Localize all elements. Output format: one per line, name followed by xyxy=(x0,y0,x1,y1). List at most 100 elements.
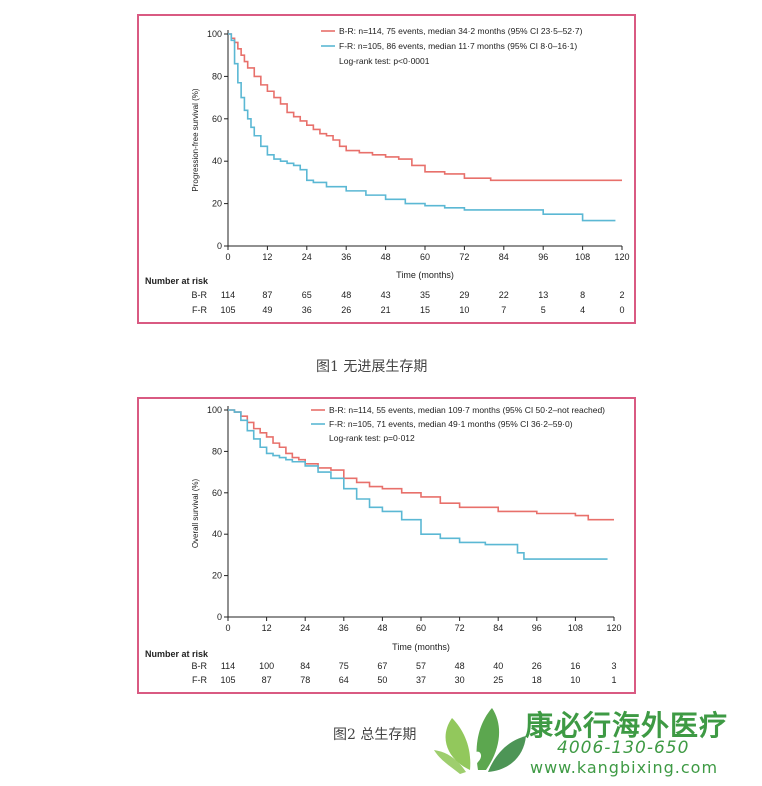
risk-row-label: B-R xyxy=(192,290,208,300)
legend-entry: F-R: n=105, 86 events, median 11·7 month… xyxy=(339,41,577,51)
risk-value: 13 xyxy=(538,290,548,300)
series-line-b-r xyxy=(228,409,614,521)
x-tick-label: 24 xyxy=(302,252,312,262)
x-tick-label: 108 xyxy=(575,252,590,262)
x-tick-label: 84 xyxy=(493,623,503,633)
x-axis-label: Time (months) xyxy=(396,270,454,280)
log-rank-annotation: Log-rank test: p<0·0001 xyxy=(339,56,430,66)
y-axis-label: Overall survival (%) xyxy=(191,478,200,548)
risk-value: 29 xyxy=(459,290,469,300)
risk-value: 37 xyxy=(416,675,426,685)
x-tick-label: 60 xyxy=(420,252,430,262)
risk-value: 5 xyxy=(541,305,546,315)
x-tick-label: 96 xyxy=(538,252,548,262)
risk-value: 18 xyxy=(532,675,542,685)
x-tick-label: 48 xyxy=(377,623,387,633)
risk-value: 3 xyxy=(611,661,616,671)
risk-value: 48 xyxy=(341,290,351,300)
x-tick-label: 0 xyxy=(225,623,230,633)
risk-value: 16 xyxy=(570,661,580,671)
risk-row-label: F-R xyxy=(192,675,207,685)
legend-entry: B-R: n=114, 75 events, median 34·2 month… xyxy=(339,26,583,36)
series-line-f-r xyxy=(228,409,608,560)
x-tick-label: 60 xyxy=(416,623,426,633)
risk-value: 87 xyxy=(262,290,272,300)
leaf-heart xyxy=(469,751,482,766)
series-line-b-r xyxy=(228,33,622,182)
risk-row-label: B-R xyxy=(192,661,208,671)
x-tick-label: 12 xyxy=(262,623,272,633)
y-tick-label: 80 xyxy=(212,446,222,456)
risk-table-title: Number at risk xyxy=(145,649,209,659)
x-tick-label: 120 xyxy=(606,623,621,633)
risk-value: 67 xyxy=(377,661,387,671)
risk-value: 49 xyxy=(262,305,272,315)
y-tick-label: 0 xyxy=(217,612,222,622)
os-chart: 0 20 40 60 80 100 0 114 105 12 100 87 24 84 78 36 75 64 48… xyxy=(145,405,622,685)
lotus-leaf-icon xyxy=(434,708,526,774)
x-tick-label: 36 xyxy=(341,252,351,262)
risk-value: 114 xyxy=(221,290,235,300)
leaf-left xyxy=(445,718,471,770)
x-tick-label: 0 xyxy=(225,252,230,262)
x-tick-label: 12 xyxy=(262,252,272,262)
x-tick-label: 72 xyxy=(455,623,465,633)
series-line-f-r xyxy=(228,33,616,222)
risk-value: 25 xyxy=(493,675,503,685)
risk-value: 15 xyxy=(420,305,430,315)
watermark-phone: 4006-130-650 xyxy=(557,738,690,758)
risk-value: 64 xyxy=(339,675,349,685)
risk-value: 22 xyxy=(499,290,509,300)
risk-value: 1 xyxy=(611,675,616,685)
risk-value: 78 xyxy=(300,675,310,685)
risk-value: 4 xyxy=(580,305,585,315)
y-tick-label: 100 xyxy=(207,29,222,39)
log-rank-annotation: Log-rank test: p=0·012 xyxy=(329,433,415,443)
risk-value: 100 xyxy=(259,661,274,671)
figure-caption-2: 图2 总生存期 xyxy=(333,727,417,743)
risk-value: 36 xyxy=(302,305,312,315)
risk-value: 105 xyxy=(220,675,235,685)
legend-entry: F-R: n=105, 71 events, median 49·1 month… xyxy=(329,419,573,429)
risk-value: 43 xyxy=(381,290,391,300)
watermark-name: 康必行海外医疗 xyxy=(525,709,729,742)
x-tick-label: 24 xyxy=(300,623,310,633)
x-tick-label: 72 xyxy=(459,252,469,262)
y-tick-label: 100 xyxy=(207,405,222,415)
y-tick-label: 80 xyxy=(212,71,222,81)
risk-value: 40 xyxy=(493,661,503,671)
y-axis-label: Progression-free survival (%) xyxy=(191,88,200,191)
risk-value: 35 xyxy=(420,290,430,300)
watermark: 康必行海外医疗 4006-130-650 www.kangbixing.com xyxy=(430,700,760,786)
x-tick-label: 84 xyxy=(499,252,509,262)
chart-panel-pfs: 0 20 40 60 80 100 0 114 105 12 87 49 24 65 36 36 48 26 48 4… xyxy=(137,14,636,324)
risk-value: 65 xyxy=(302,290,312,300)
watermark-url: www.kangbixing.com xyxy=(530,758,719,777)
y-tick-label: 60 xyxy=(212,488,222,498)
y-tick-label: 20 xyxy=(212,199,222,209)
x-axis-label: Time (months) xyxy=(392,642,450,652)
pfs-chart: 0204060801000114105128749246536364826484… xyxy=(145,26,630,315)
risk-value: 21 xyxy=(381,305,391,315)
risk-value: 57 xyxy=(416,661,426,671)
risk-value: 2 xyxy=(619,290,624,300)
x-tick-label: 120 xyxy=(614,252,629,262)
y-tick-label: 20 xyxy=(212,571,222,581)
chart-panel-os: 0 20 40 60 80 100 0 114 105 12 100 87 24 84 78 36 75 64 48… xyxy=(137,397,636,694)
risk-value: 10 xyxy=(570,675,580,685)
y-tick-label: 40 xyxy=(212,156,222,166)
figure-caption-1: 图1 无进展生存期 xyxy=(316,359,428,375)
x-tick-label: 96 xyxy=(532,623,542,633)
y-tick-label: 40 xyxy=(212,529,222,539)
x-tick-label: 36 xyxy=(339,623,349,633)
risk-value: 0 xyxy=(619,305,624,315)
risk-value: 10 xyxy=(459,305,469,315)
risk-value: 48 xyxy=(455,661,465,671)
risk-value: 105 xyxy=(220,305,235,315)
risk-row-label: F-R xyxy=(192,305,207,315)
risk-value: 75 xyxy=(339,661,349,671)
risk-value: 8 xyxy=(580,290,585,300)
legend-entry: B-R: n=114, 55 events, median 109·7 mont… xyxy=(329,405,605,415)
risk-value: 30 xyxy=(455,675,465,685)
risk-value: 50 xyxy=(377,675,387,685)
